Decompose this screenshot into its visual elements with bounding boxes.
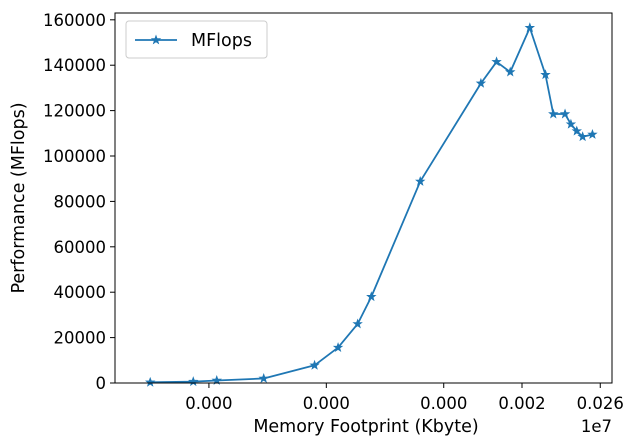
x-axis-ticks: 0.000 0.000 0.000 0.002 0.026 bbox=[185, 383, 624, 413]
x-tick-label: 0.002 bbox=[498, 394, 545, 413]
data-point-marker bbox=[559, 108, 571, 119]
x-tick-label: 0.000 bbox=[303, 394, 350, 413]
y-tick-label: 20000 bbox=[54, 329, 107, 348]
legend-box bbox=[125, 20, 268, 59]
data-point-marker bbox=[258, 372, 269, 383]
x-tick-label: 0.000 bbox=[185, 394, 232, 413]
data-point-marker bbox=[577, 131, 588, 142]
y-tick-label: 80000 bbox=[54, 192, 107, 211]
data-point-marker bbox=[309, 359, 320, 370]
data-point-marker bbox=[548, 108, 559, 119]
y-tick-label: 140000 bbox=[43, 56, 106, 75]
data-point-marker bbox=[332, 342, 344, 353]
y-tick-label: 0 bbox=[96, 374, 107, 393]
data-point-marker bbox=[352, 318, 363, 329]
series-layer bbox=[145, 22, 598, 387]
plot-frame bbox=[114, 12, 613, 384]
y-axis-label: Performance (MFlops) bbox=[9, 102, 29, 293]
data-point-marker bbox=[366, 291, 377, 302]
legend-star-marker bbox=[150, 34, 162, 45]
data-point-marker bbox=[524, 22, 536, 33]
y-tick-label: 60000 bbox=[54, 238, 107, 257]
y-tick-label: 160000 bbox=[43, 11, 106, 30]
y-tick-label: 120000 bbox=[43, 102, 106, 121]
data-point-marker bbox=[565, 118, 577, 129]
data-point-marker bbox=[505, 66, 516, 77]
x-tick-label: 0.000 bbox=[420, 394, 467, 413]
data-point-marker bbox=[587, 128, 598, 139]
x-tick-label: 0.026 bbox=[577, 394, 624, 413]
x-axis-label: Memory Footprint (Kbyte) bbox=[253, 417, 478, 437]
y-tick-label: 100000 bbox=[43, 147, 106, 166]
plot-area bbox=[115, 13, 612, 383]
y-tick-label: 40000 bbox=[54, 283, 107, 302]
data-point-marker bbox=[415, 175, 426, 186]
data-point-marker bbox=[571, 125, 582, 136]
data-point-marker bbox=[475, 77, 487, 88]
legend-entry-label: MFlops bbox=[191, 31, 252, 51]
data-point-marker bbox=[491, 56, 502, 67]
data-point-marker bbox=[211, 375, 222, 385]
x-offset-label: 1e7 bbox=[581, 417, 612, 436]
legend: MFlops bbox=[125, 20, 268, 59]
data-point-marker bbox=[188, 376, 199, 387]
data-point-marker bbox=[540, 69, 551, 80]
data-point-marker bbox=[145, 376, 156, 387]
y-axis-ticks: 0 20000 40000 60000 80000 100000 120000 140000 1… bbox=[43, 11, 115, 393]
